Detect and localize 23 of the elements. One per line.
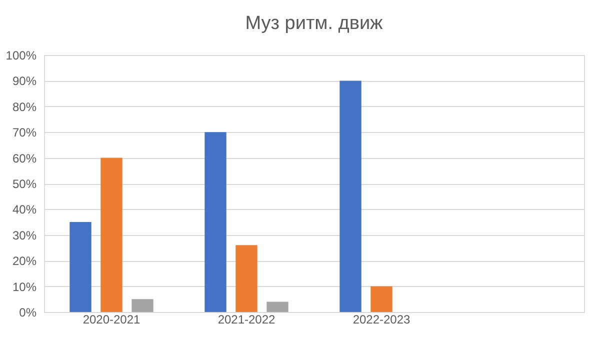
- bar: [70, 222, 92, 312]
- bar: [266, 302, 288, 312]
- bar: [132, 299, 154, 312]
- x-tick-label: 2021-2022: [218, 312, 276, 326]
- bar: [340, 80, 362, 312]
- y-tick-label: 90%: [12, 74, 37, 88]
- y-tick-label: 10%: [12, 280, 37, 294]
- x-tick-label: 2020-2021: [82, 312, 141, 326]
- y-tick-label: 50%: [12, 177, 37, 191]
- y-tick-label: 70%: [12, 126, 37, 140]
- x-tick-label: 2022-2023: [352, 312, 411, 326]
- chart-title: Муз ритм. движ: [245, 13, 384, 34]
- y-tick-label: 100%: [6, 48, 37, 62]
- y-tick-label: 0%: [19, 306, 37, 320]
- y-tick-label: 20%: [12, 254, 37, 268]
- y-tick-label: 40%: [12, 202, 37, 217]
- y-tick-label: 30%: [12, 228, 37, 242]
- y-tick-label: 80%: [12, 100, 37, 114]
- bar: [100, 158, 122, 312]
- y-tick-label: 60%: [12, 151, 37, 166]
- bar: [370, 286, 392, 312]
- bar: [236, 245, 258, 312]
- bar: [204, 132, 226, 312]
